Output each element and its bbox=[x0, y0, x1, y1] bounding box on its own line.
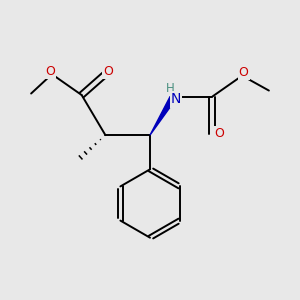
Polygon shape bbox=[150, 95, 177, 135]
Text: O: O bbox=[214, 127, 224, 140]
Text: H: H bbox=[166, 82, 175, 95]
Text: O: O bbox=[239, 66, 249, 79]
Text: O: O bbox=[46, 65, 56, 78]
Text: O: O bbox=[103, 65, 113, 78]
Text: N: N bbox=[171, 92, 181, 106]
